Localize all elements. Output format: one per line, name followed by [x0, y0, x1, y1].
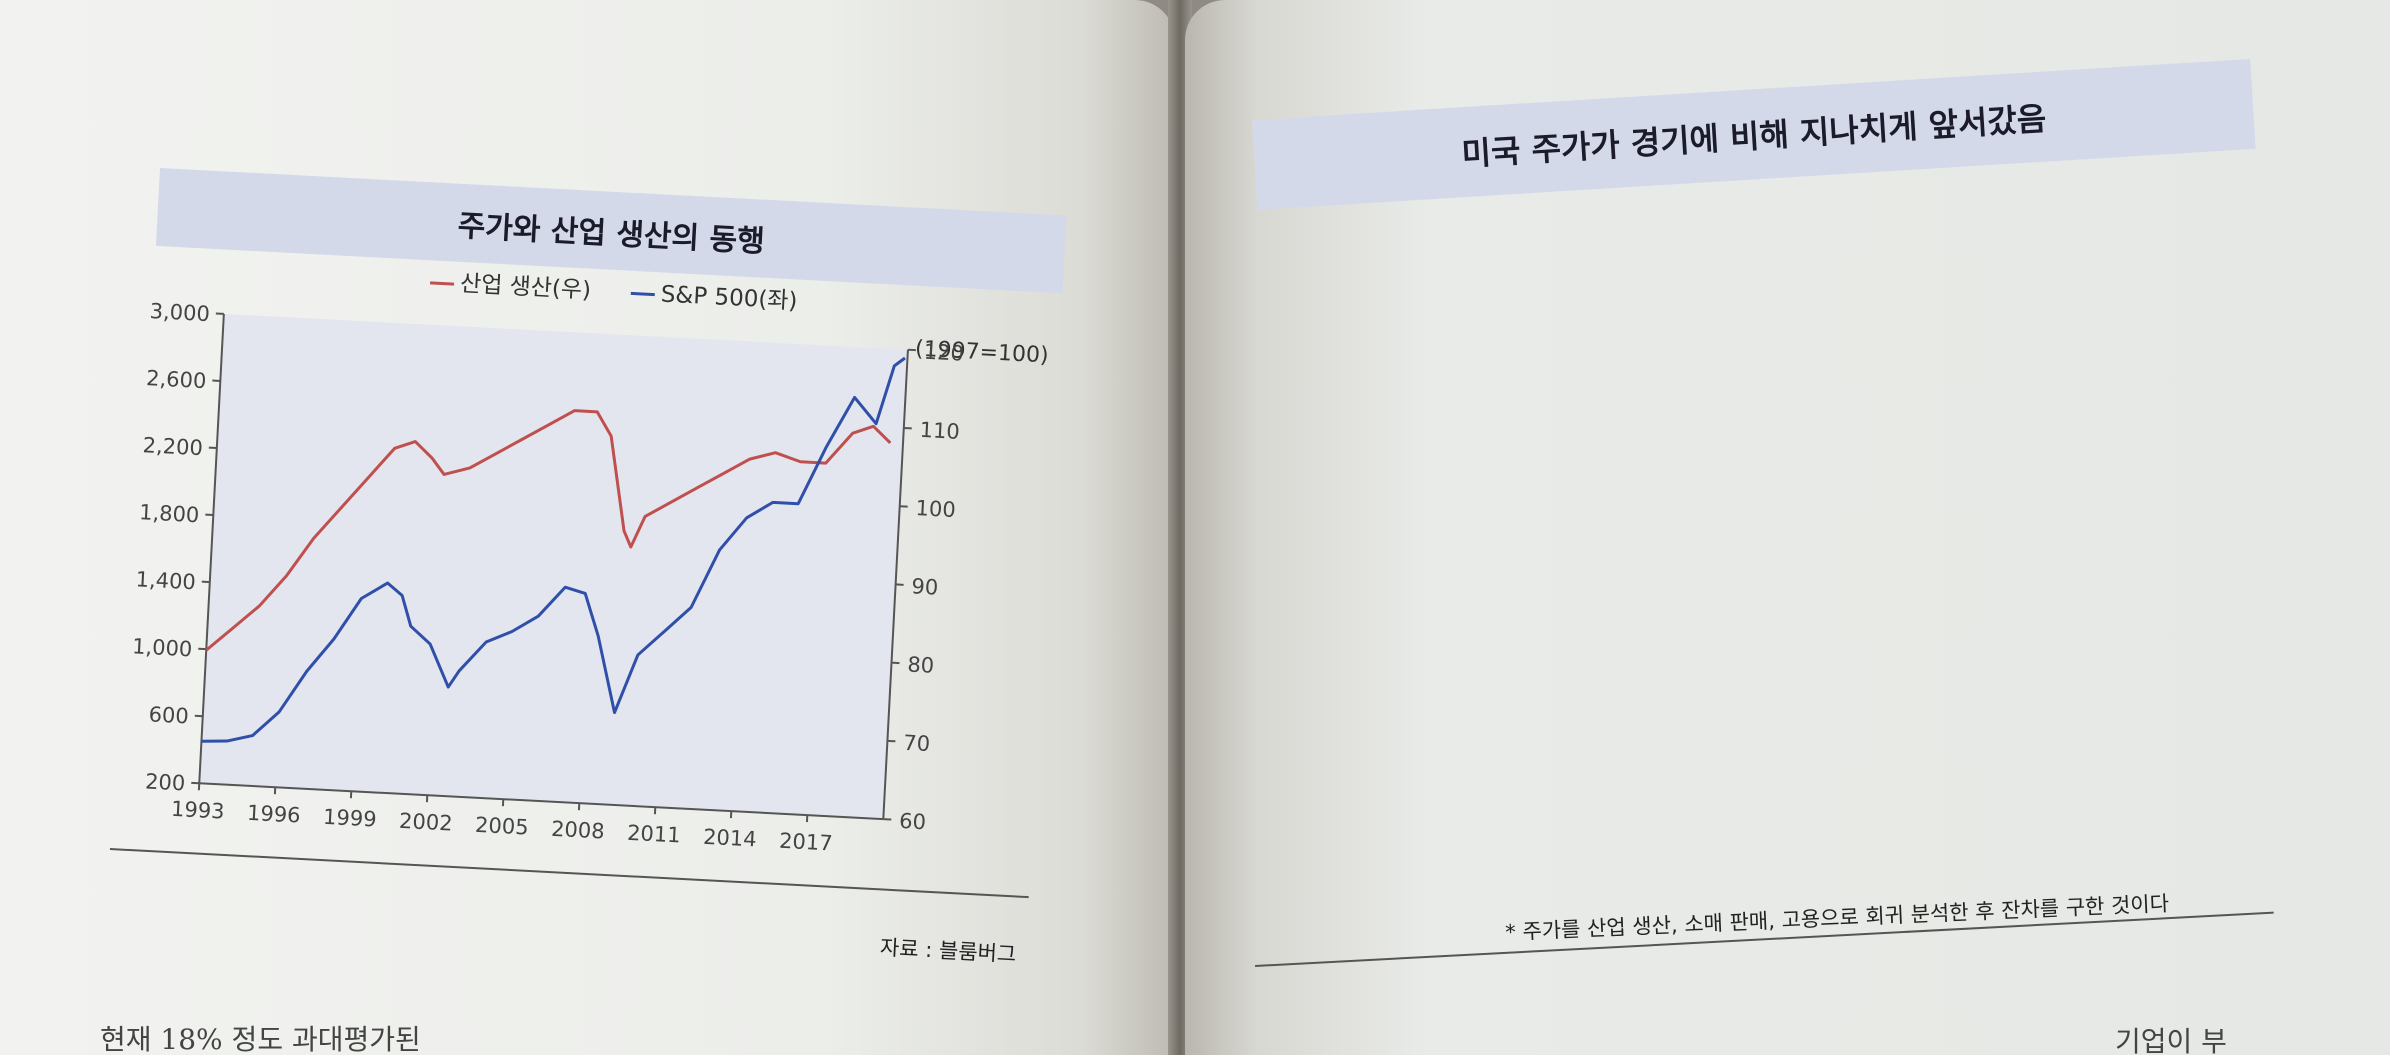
- legend-item-sp500: S&P 500(좌): [630, 273, 798, 316]
- left-x-tick-label: 2014: [703, 825, 758, 852]
- left-page: 주가와 산업 생산의 동행 산업 생산(우) S&P 500(좌) (1997=…: [0, 0, 1175, 1055]
- left-x-tick-label: 2008: [551, 817, 606, 844]
- left-x-tick-label: 1999: [323, 805, 378, 832]
- left-y-tick-label: 2,600: [146, 366, 207, 393]
- left-y-axis: [198, 313, 225, 784]
- left-y-tick-label: 2,200: [142, 433, 203, 460]
- right-y-tick-label: 100: [915, 496, 956, 522]
- left-x-axis: [199, 782, 884, 821]
- right-page: 미국 주가가 경기에 비해 지나치게 앞서갔음 (%)503010-10-30-…: [1185, 0, 2390, 1055]
- left-y-tick-label: 1,400: [135, 567, 196, 594]
- legend-label-sp500: S&P 500(좌): [660, 281, 799, 315]
- legend-item-industrial-production: 산업 생산(우): [429, 262, 592, 304]
- left-chart: 200 600 1,000 1,400 1,800 2,200 2,600 3,000 60 70…: [132, 299, 965, 856]
- left-x-tick-label: 2005: [475, 813, 530, 840]
- left-x-tick-label: 2011: [627, 821, 682, 848]
- left-x-tick-label: 2002: [399, 809, 454, 836]
- left-chart-source: 자료 : 블룸버그: [879, 935, 1017, 967]
- right-y-tick-label: 110: [919, 418, 960, 444]
- series-line-industrial-production: [205, 409, 892, 652]
- left-y-tick-label: 3,000: [149, 299, 210, 326]
- left-y-tick-label: 1,800: [139, 500, 200, 527]
- left-y-tick-label: 1,000: [132, 634, 193, 661]
- legend-swatch-industrial-production: [429, 281, 455, 286]
- left-plot-area: [199, 313, 908, 820]
- left-y-tick-label: 600: [148, 702, 189, 728]
- legend-label-industrial-production: 산업 생산(우): [459, 270, 592, 304]
- right-y-tick-label: 70: [903, 731, 931, 756]
- body-text-right: 기업이 부: [2115, 1025, 2227, 1055]
- left-x-tick-label: 2017: [779, 829, 834, 856]
- right-y-tick-label: 80: [907, 653, 935, 678]
- right-y-tick-label: 60: [899, 809, 927, 834]
- right-y-tick-label: 120: [923, 340, 964, 366]
- right-chart-title: 미국 주가가 경기에 비해 지나치게 앞서갔음: [1252, 58, 2256, 210]
- series-line-sp500: [201, 356, 906, 743]
- body-text-left: 현재 18% 정도 과대평가된: [100, 1023, 421, 1055]
- right-y-tick-label: 90: [911, 574, 939, 599]
- legend-swatch-sp500: [630, 291, 655, 297]
- left-y-tick-label: 200: [145, 769, 186, 795]
- left-x-tick-label: 1996: [247, 801, 302, 828]
- right-chart-note: * 주가를 산업 생산, 소매 판매, 고용으로 회귀 분석한 후 잔차를 구한…: [1504, 891, 2170, 945]
- left-x-tick-label: 1993: [171, 797, 226, 824]
